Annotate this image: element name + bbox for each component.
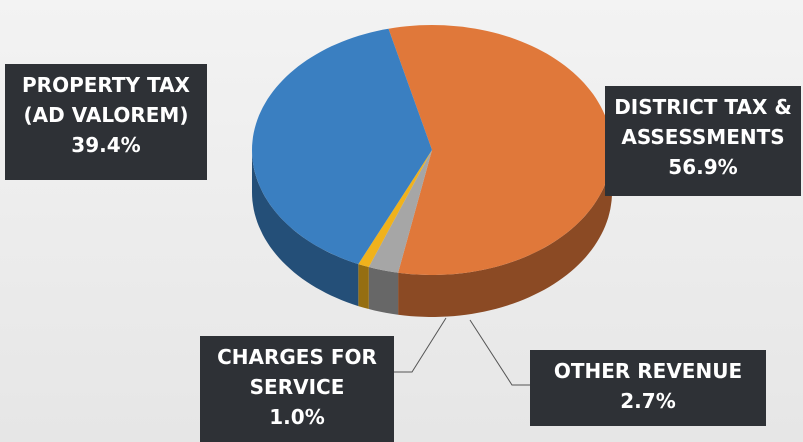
value-label: 39.4% [71,133,141,157]
slice [368,150,432,273]
value-label: 1.0% [269,405,325,429]
category-label: PROPERTY TAX (AD VALOREM) [22,73,190,127]
slice [358,150,432,267]
slice [252,28,432,265]
slice-side [368,267,399,315]
leader-line [392,317,447,373]
slice-side [252,150,359,307]
value-label: 2.7% [620,389,676,413]
slice-side [358,264,369,309]
slice-label: PROPERTY TAX (AD VALOREM) 39.4% [5,64,207,180]
slice-label: OTHER REVENUE 2.7% [530,350,766,426]
slice-label: DISTRICT TAX & ASSESSMENTS 56.9% [605,86,801,196]
category-label: OTHER REVENUE [553,359,743,383]
category-label: DISTRICT TAX & ASSESSMENTS [614,95,792,149]
value-label: 56.9% [668,155,738,179]
leader-line [469,319,530,386]
slice-label: CHARGES FOR SERVICE 1.0% [200,336,394,442]
slice-side [398,150,612,317]
slice [388,25,612,275]
category-label: CHARGES FOR SERVICE [217,345,377,399]
